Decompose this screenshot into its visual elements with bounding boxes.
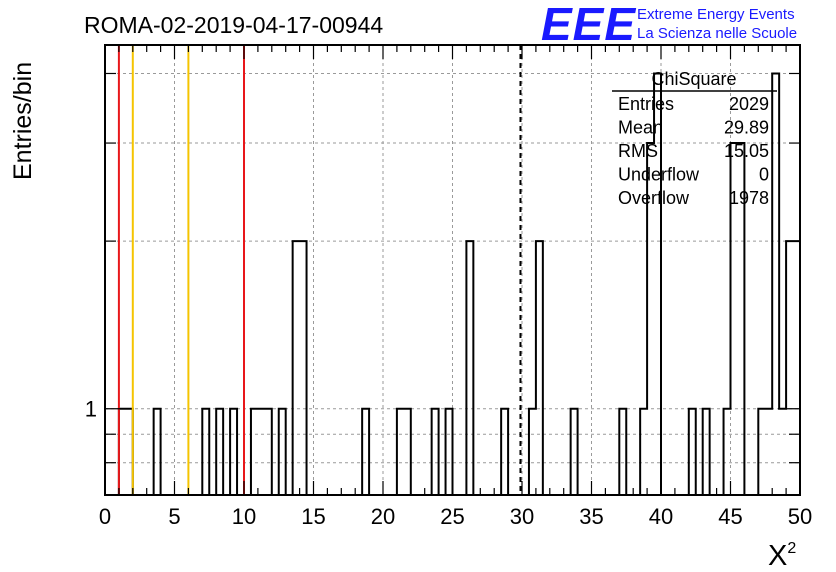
stats-row-value: 1978 [729,188,769,208]
histogram-bin [619,409,626,495]
stats-title: ChiSquare [651,69,736,89]
stats-row-label: RMS [618,141,658,161]
eee-logo-line1: Extreme Energy Events [637,6,795,23]
y-axis-label: Entries/bin [9,62,37,180]
histogram-bin [397,409,404,495]
histogram-bin [446,409,453,495]
histogram-bin [529,409,536,495]
histogram-bin [362,409,369,495]
histogram-bin [786,241,793,495]
x-tick-label: 50 [788,504,812,529]
histogram-bin [640,409,647,495]
histogram-bin [758,409,765,495]
stats-row-label: Overflow [618,188,690,208]
stats-rows: Entries 2029 Mean 29.89 RMS 15.05 Underflow 0 Ov… [618,94,769,208]
histogram-bin [765,409,772,495]
histogram-bin [536,241,543,495]
histogram-bin [793,241,800,495]
stats-row-value: 2029 [729,94,769,114]
reference-lines-layer [117,45,522,495]
x-axis-label-superscript: 2 [787,540,796,557]
x-tick-label: 35 [579,504,603,529]
x-tick-label: 10 [232,504,256,529]
histogram-bin [251,409,258,495]
axes-layer: 0 5 10 15 20 25 30 35 40 45 50 1 [85,44,812,529]
histogram-bin [216,409,223,495]
x-tick-label: 15 [301,504,325,529]
histogram-bin [571,409,578,495]
stats-box: ChiSquare Entries 2029 Mean 29.89 RMS 15.05 Un… [612,69,777,208]
x-tick-label: 30 [510,504,534,529]
histogram-bin [779,409,786,495]
histogram-bin [258,409,265,495]
histogram-bin [432,409,439,495]
histogram-bin [154,409,161,495]
x-tick-label: 25 [440,504,464,529]
eee-logo-line2: La Scienza nelle Scuole [637,25,797,42]
histogram-bin [724,409,731,495]
histogram-bin [126,409,133,495]
chart-title: ROMA-02-2019-04-17-00944 [84,12,383,38]
x-tick-label: 20 [371,504,395,529]
histogram-bin [689,409,696,495]
stats-row-label: Mean [618,118,663,138]
stats-row-value: 15.05 [724,141,769,161]
stats-row-value: 0 [759,165,769,185]
histogram-bin [230,409,237,495]
x-tick-label: 45 [718,504,742,529]
y-tick-label: 1 [85,397,97,422]
histogram-bin [265,409,272,495]
histogram-bin [279,409,286,495]
histogram-bin [119,409,126,495]
histogram-bin [404,409,411,495]
histogram-bin [703,409,710,495]
stats-row-label: Entries [618,94,674,114]
histogram-bin [293,241,300,495]
histogram-bin [772,73,779,495]
stats-row-value: 29.89 [724,118,769,138]
eee-logo: EEE Extreme Energy Events La Scienza nel… [541,0,797,50]
eee-logo-text: EEE [541,0,636,50]
histogram-bin [202,409,209,495]
histogram-bin [300,241,307,495]
x-axis-label-main: X [768,540,787,572]
x-tick-label: 0 [99,504,111,529]
histogram-bin [466,241,473,495]
x-tick-label: 40 [649,504,673,529]
histogram-bin [501,409,508,495]
x-axis-label: X2 [768,540,796,572]
x-tick-label: 5 [168,504,180,529]
stats-row-label: Underflow [618,165,700,185]
